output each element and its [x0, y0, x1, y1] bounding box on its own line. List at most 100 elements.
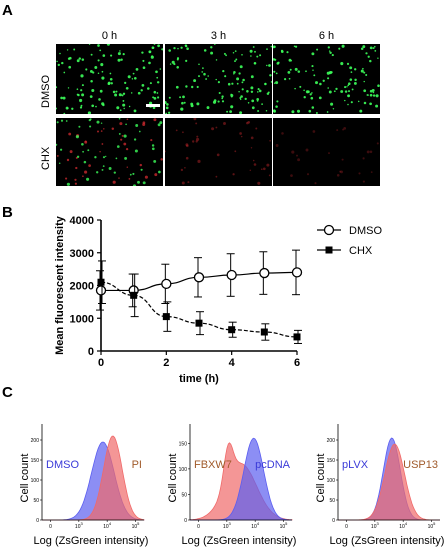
cell-dot	[257, 110, 260, 112]
cell-dot	[116, 145, 120, 148]
cell-dot	[318, 96, 322, 100]
cell-dot	[142, 59, 145, 62]
cell-dot	[350, 101, 353, 104]
cell-dot	[365, 73, 368, 77]
cell-dot	[198, 75, 200, 78]
cell-dot	[291, 110, 295, 114]
cell-dot	[133, 109, 137, 113]
point-dmso	[161, 278, 172, 290]
y-tick-label: 1000	[70, 313, 94, 325]
cell-dot	[195, 122, 198, 125]
x-axis-label: Log (ZsGreen intensity)	[330, 535, 445, 547]
cell-dot	[344, 99, 346, 102]
cell-dot	[340, 62, 344, 66]
cell-dot	[84, 170, 88, 174]
cell-dot	[235, 58, 238, 61]
cell-dot	[121, 94, 124, 97]
cell-dot	[253, 163, 257, 166]
cell-dot	[101, 76, 105, 80]
cell-dot	[65, 120, 68, 122]
cell-dot	[363, 80, 365, 83]
panel-b-letter: B	[2, 204, 13, 221]
cell-dot	[134, 149, 138, 153]
cell-dot	[201, 71, 204, 73]
cell-dot	[84, 140, 87, 143]
cell-dot	[89, 69, 93, 73]
cell-dot	[223, 122, 226, 125]
histogram-fbxw7-pcdna: 0 50 100 150 0 103 104 105 Log (ZsGreen intensit…	[167, 424, 297, 547]
y-axis-label: Cell count	[19, 454, 31, 503]
cell-dot	[97, 59, 100, 62]
cell-dot	[124, 81, 127, 85]
cell-dot	[314, 182, 317, 185]
cell-dot	[239, 65, 243, 69]
cell-dot	[369, 150, 373, 154]
cell-dot	[315, 112, 318, 114]
cell-dot	[86, 177, 90, 181]
cell-dot	[226, 110, 229, 113]
cell-dot	[132, 184, 137, 186]
cell-dot	[231, 96, 233, 98]
cell-dot	[203, 49, 207, 52]
cell-dot	[273, 109, 277, 113]
cell-dot	[102, 54, 106, 57]
cell-dot	[161, 48, 163, 51]
cell-dot	[249, 169, 252, 172]
point-chx	[195, 319, 203, 327]
cell-dot	[311, 106, 315, 109]
cell-dot	[224, 75, 227, 78]
point-dmso	[193, 272, 205, 283]
cell-dot	[113, 171, 116, 174]
cell-dot	[165, 106, 169, 110]
cell-dot	[152, 96, 155, 99]
cell-dot	[296, 109, 301, 113]
cell-dot	[180, 107, 184, 111]
x-axis-label: Log (ZsGreen intensity)	[182, 535, 297, 547]
cell-dot	[83, 160, 87, 164]
y-tick-label: 200	[327, 438, 336, 444]
cell-dot	[118, 177, 120, 179]
cell-dot	[87, 149, 90, 152]
cell-dot	[360, 47, 364, 51]
cell-dot	[159, 121, 163, 125]
cell-dot	[254, 50, 256, 53]
x-axis-label: time (h)	[179, 373, 219, 385]
cell-dot	[240, 135, 243, 138]
cell-dot	[275, 144, 279, 147]
cell-dot	[347, 84, 350, 87]
cell-dot	[111, 127, 115, 130]
cell-dot	[363, 89, 367, 93]
cell-dot	[176, 58, 179, 61]
cell-dot	[108, 167, 112, 170]
cell-dot	[127, 75, 131, 79]
point-dmso	[226, 269, 237, 281]
cell-dot	[369, 102, 372, 106]
cell-dot	[341, 158, 344, 161]
cell-dot	[179, 96, 182, 99]
cell-dot	[74, 178, 77, 181]
cell-dot	[110, 82, 113, 85]
cell-dot	[217, 81, 220, 84]
cell-dot	[102, 165, 105, 168]
cell-dot	[280, 49, 284, 52]
cell-dot	[230, 105, 234, 109]
x-axis-label: Log (ZsGreen intensity)	[34, 535, 149, 547]
cell-dot	[232, 52, 235, 54]
cell-dot	[142, 123, 146, 126]
cell-dot	[141, 51, 144, 54]
cell-dot	[100, 130, 103, 132]
cell-dot	[81, 84, 84, 87]
cell-dot	[269, 74, 272, 77]
cell-dot	[295, 45, 298, 48]
cell-dot	[157, 123, 161, 127]
cell-dot	[246, 90, 249, 93]
cell-dot	[148, 51, 151, 54]
cell-dot	[78, 57, 82, 60]
cell-dot	[260, 168, 263, 171]
cell-dot	[269, 139, 271, 142]
cell-dot	[291, 150, 295, 154]
cell-dot	[287, 70, 291, 74]
cell-dot	[327, 46, 330, 49]
cell-dot	[369, 93, 373, 97]
cell-dot	[261, 103, 263, 105]
